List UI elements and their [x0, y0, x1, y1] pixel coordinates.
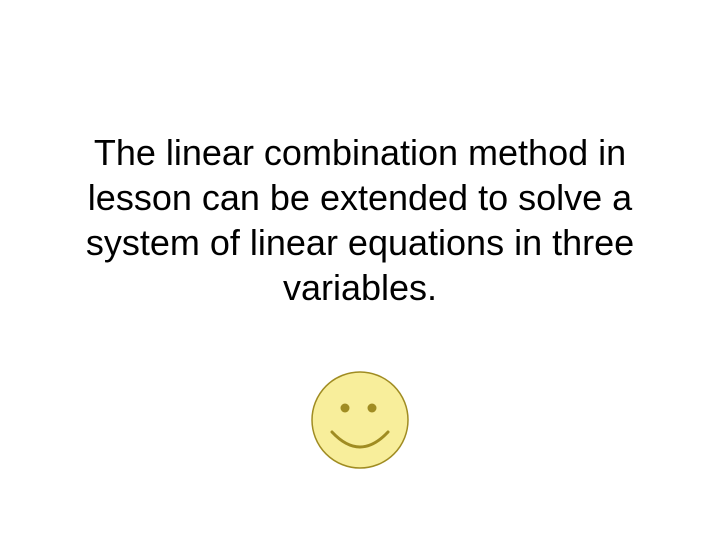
body-text: The linear combination method in lesson … [50, 130, 670, 310]
smiley-face-icon [310, 370, 410, 470]
smiley-left-eye [341, 404, 350, 413]
slide: The linear combination method in lesson … [0, 0, 720, 540]
smiley-right-eye [368, 404, 377, 413]
smiley-face-circle [312, 372, 408, 468]
